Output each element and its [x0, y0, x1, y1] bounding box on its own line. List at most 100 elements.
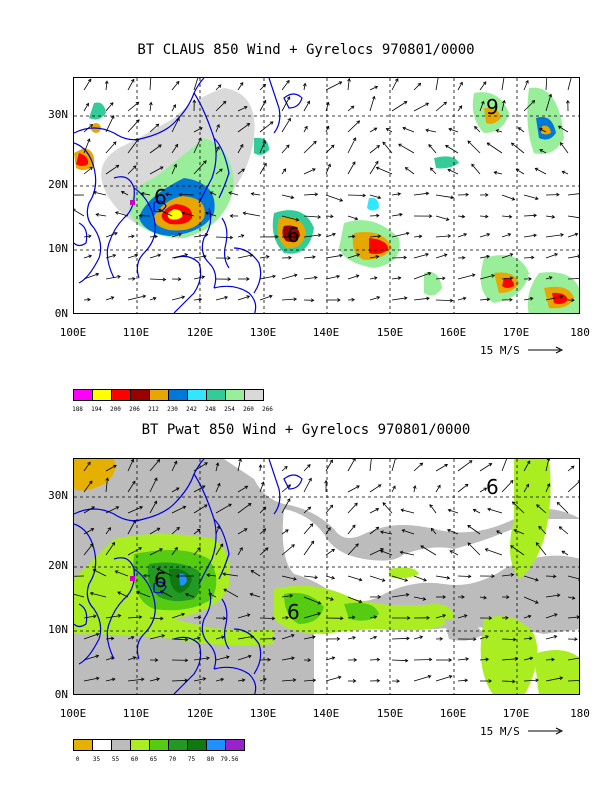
wind-arrow-head [184, 678, 189, 683]
wind-arrow-head [525, 483, 529, 488]
wind-arrow-head [331, 656, 336, 660]
wind-arrow-head [152, 296, 157, 301]
wind-arrow-head [538, 525, 542, 530]
wind-arrow-head [377, 484, 382, 488]
wind-arrow-head [474, 126, 478, 130]
wind-arrow-head [135, 138, 139, 143]
wind-arrow [523, 575, 539, 581]
wind-arrow-head [380, 530, 384, 534]
wind-arrow [149, 297, 157, 301]
wind-arrow [325, 164, 331, 175]
wind-arrow [281, 484, 291, 493]
wind-arrow-head [243, 528, 248, 532]
wind-arrow-head [203, 254, 207, 259]
wind-arrow-head [264, 547, 269, 551]
wind-arrow-head [332, 232, 336, 237]
wind-arrow-head [159, 166, 164, 170]
wind-arrow-head [242, 211, 247, 216]
wind-arrow-head [192, 99, 197, 103]
wind-arrow [127, 520, 136, 535]
panel2-map: 6 6 6 [73, 458, 580, 695]
wind-arrow [83, 235, 92, 238]
wind-arrow-head [373, 127, 378, 131]
wind-arrow-head [263, 677, 267, 682]
wind-arrow [380, 550, 393, 556]
panel2-ytick: 10N [48, 623, 68, 636]
wind-arrow [193, 137, 202, 154]
wind-arrow [93, 569, 107, 577]
wind-arrow [535, 168, 547, 175]
wind-arrow-head [173, 460, 178, 465]
wind-arrow [325, 81, 342, 91]
legend-label: 248 [205, 406, 216, 413]
wind-arrow [222, 573, 239, 577]
wind-arrow-head [443, 253, 448, 258]
wind-arrow [567, 78, 572, 91]
wind-arrow-head [468, 460, 473, 464]
legend-label: 242 [186, 406, 197, 413]
wind-arrow-head [134, 253, 139, 258]
wind-arrow [501, 233, 511, 238]
wind-arrow-head [311, 635, 316, 639]
wind-arrow [303, 126, 308, 133]
wind-arrow-head [512, 637, 517, 642]
wind-arrow [545, 483, 550, 493]
wind-arrow [171, 81, 180, 91]
wind-arrow [228, 192, 239, 196]
wind-arrow [557, 502, 569, 514]
wind-arrow-head [304, 125, 308, 130]
wind-arrow [369, 145, 380, 154]
wind-arrow-head [561, 550, 566, 555]
legend-swatch [187, 389, 207, 401]
wind-arrow [117, 591, 129, 598]
wind-arrow-head [89, 166, 93, 171]
wind-arrow-head [197, 615, 202, 620]
wind-arrow [237, 679, 245, 682]
wind-arrow-head [375, 526, 380, 531]
wind-arrow [215, 636, 225, 640]
wind-arrow-head [135, 101, 140, 106]
wind-arrow [215, 656, 230, 661]
wind-arrow [369, 215, 379, 217]
wind-arrow [347, 524, 356, 535]
wind-arrow-head [535, 577, 539, 582]
wind-arrow-head [327, 163, 331, 168]
wind-arrow-head [250, 192, 255, 196]
wind-arrow-head [110, 115, 115, 119]
wind-arrow [171, 487, 180, 493]
wind-arrow-head [206, 656, 210, 661]
wind-arrow-head [571, 596, 576, 600]
legend-swatch [244, 389, 264, 401]
wind-arrow [369, 194, 381, 199]
wind-arrow-head [104, 80, 109, 84]
wind-arrow-head [219, 543, 224, 547]
wind-arrow [347, 235, 355, 238]
wind-arrow-head [156, 527, 161, 532]
wind-arrow-head [553, 635, 558, 639]
wind-arrow-head [375, 160, 379, 165]
wind-arrow [347, 636, 356, 640]
panel2-coastline [74, 459, 303, 694]
legend-label: 206 [129, 406, 140, 413]
wind-arrow [281, 194, 294, 199]
wind-arrow-head [428, 143, 432, 148]
wind-arrow-head [229, 235, 234, 240]
wind-arrow-head [491, 574, 495, 578]
panel1-cyclone-marker: 6 [287, 223, 300, 247]
wind-arrow [325, 596, 334, 601]
wind-arrow-head [429, 504, 433, 508]
wind-arrow-head [493, 170, 498, 175]
wind-arrow [83, 138, 90, 154]
panel1-xtick: 120E [186, 326, 214, 339]
wind-arrow-head [246, 613, 251, 617]
wind-arrow-head [352, 137, 357, 142]
wind-arrow [347, 215, 358, 220]
wind-arrow [250, 570, 261, 577]
panel1-grid [74, 78, 579, 313]
wind-arrow [105, 678, 115, 682]
wind-arrow [413, 485, 416, 493]
wind-arrow [127, 481, 136, 493]
wind-arrow-head [426, 296, 430, 301]
wind-arrow-head [420, 545, 425, 549]
wind-arrow [445, 145, 459, 154]
